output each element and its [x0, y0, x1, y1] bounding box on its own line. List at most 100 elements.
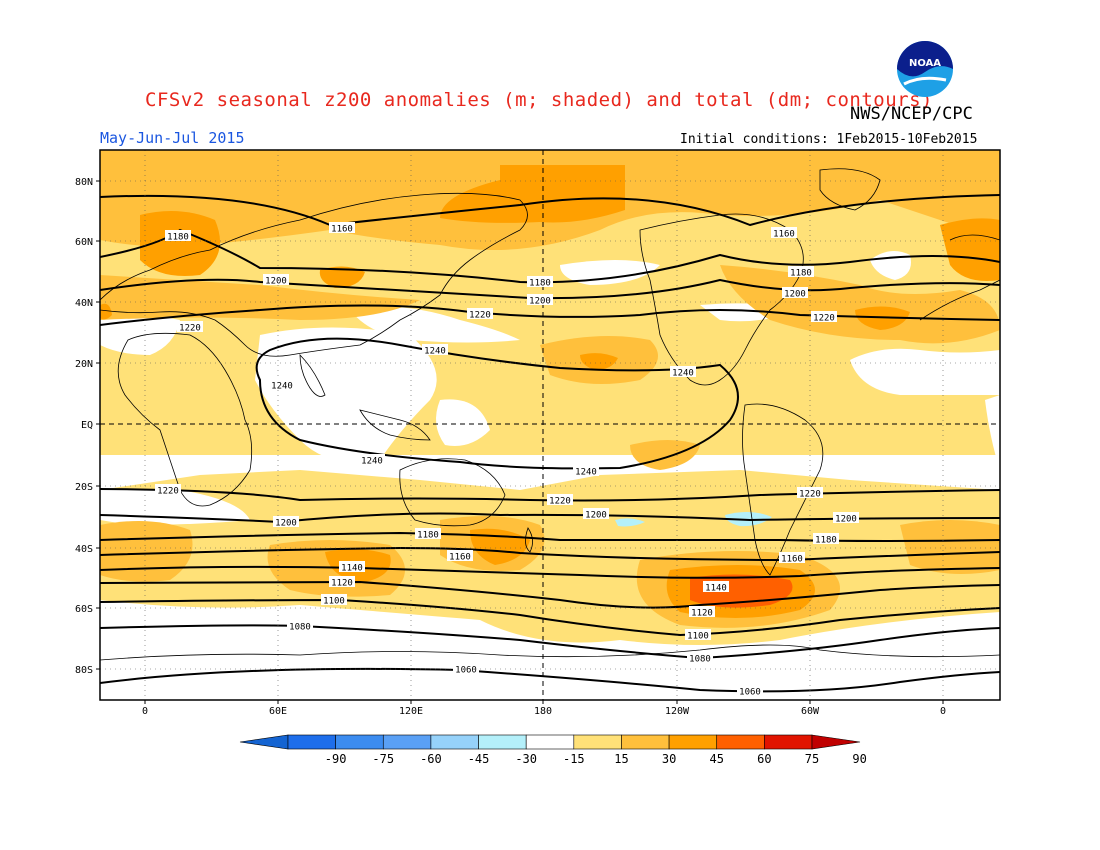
contour-label: 1200	[529, 297, 551, 307]
contour-label: 1220	[549, 497, 571, 507]
contour-label-bg	[573, 465, 599, 476]
contour-label: 1200	[265, 277, 287, 287]
contour-line	[100, 667, 1000, 693]
contour-label-bg	[685, 629, 711, 640]
contour-line	[100, 624, 1000, 660]
shade-light-orange	[720, 265, 1000, 344]
coastline-africa	[117, 332, 253, 507]
shade-light-orange	[100, 275, 420, 320]
colorbar-swatch	[478, 734, 527, 750]
contour-label-bg	[797, 487, 823, 498]
colorbar-swatch	[716, 734, 765, 750]
lat-label: 80N	[75, 177, 93, 188]
contour-label-layer: 1180 1160 1160 1180 1200 1180 1200 1200 1220 1220…	[155, 222, 859, 698]
contour-label-bg	[415, 528, 441, 539]
contour-line	[100, 546, 1000, 562]
contour-label: 1180	[815, 536, 837, 546]
colorbar: -90 -75 -60 -45 -30 -15 15 30 45 60 75 90	[239, 734, 867, 766]
contour-label: 1240	[361, 457, 383, 467]
contour-label: 1080	[689, 655, 711, 665]
coastline-india	[299, 354, 326, 397]
contour-line	[100, 531, 1000, 542]
contour-label: 1120	[691, 609, 713, 619]
contour-label: 1100	[687, 632, 709, 642]
contour-label: 1120	[331, 579, 353, 589]
shade-orange	[319, 266, 365, 288]
shade-white	[100, 315, 180, 355]
agency-label: NWS/NCEP/CPC	[850, 104, 973, 124]
shade-orange	[580, 353, 618, 370]
shade-light-orange	[900, 520, 1000, 574]
contour-label: 1220	[799, 490, 821, 500]
contour-label-bg	[833, 512, 859, 523]
colorbar-swatch	[335, 734, 384, 750]
contour-label-bg	[813, 533, 839, 544]
contour-label: 1160	[331, 225, 353, 235]
contour-line	[100, 488, 1000, 502]
colorbar-swatch	[573, 734, 622, 750]
contour-label: 1160	[449, 553, 471, 563]
lon-label: 120W	[665, 706, 690, 717]
contour-label-bg	[687, 652, 713, 663]
contour-label-bg	[788, 266, 814, 277]
contour-label: 1080	[289, 623, 311, 633]
colorbar-swatch	[764, 734, 813, 750]
contour-label: 1160	[781, 555, 803, 565]
contour-label: 1060	[739, 688, 761, 698]
contour-label-bg	[547, 494, 573, 505]
lon-label: 60W	[801, 706, 820, 717]
lat-label: 60S	[75, 604, 93, 615]
contour-label-bg	[263, 274, 289, 285]
contour-label-bg	[177, 321, 203, 332]
contour-label-bg	[670, 366, 696, 377]
lon-label: 120E	[399, 706, 423, 717]
contour-label: 1140	[341, 564, 363, 574]
contour-label: 1180	[529, 279, 551, 289]
contour-label-bg	[321, 594, 347, 605]
colorbar-swatch	[287, 734, 336, 750]
colorbar-label: -45	[468, 752, 490, 766]
contour-line	[255, 337, 739, 470]
contour-line	[100, 278, 1000, 300]
contour-label: 1180	[167, 233, 189, 243]
chart-title: CFSv2 seasonal z200 anomalies (m; shaded…	[145, 89, 933, 111]
lat-label: 80S	[75, 665, 93, 676]
coastline-indonesia	[359, 409, 431, 441]
contour-label-bg	[527, 276, 553, 287]
lat-label: 40N	[75, 298, 93, 309]
contour-line	[100, 228, 1000, 284]
colorbar-label: 15	[614, 752, 628, 766]
colorbar-swatch	[430, 734, 479, 750]
map-frame	[99, 149, 1001, 701]
anomaly-shading	[100, 150, 1000, 700]
shade-white	[560, 260, 660, 285]
contour-label-bg	[453, 663, 479, 674]
colorbar-label: -60	[420, 752, 442, 766]
contour-label-bg	[467, 308, 493, 319]
longitude-axis: 0 60E 120E 180 120W 60W 0	[142, 706, 946, 717]
shade-white	[436, 399, 490, 446]
contour-label-bg	[737, 685, 763, 696]
contour-label: 1240	[672, 369, 694, 379]
contour-label-bg	[689, 606, 715, 617]
contour-label-bg	[269, 379, 295, 390]
contour-line	[100, 512, 1000, 524]
coastline-europe-east	[919, 234, 1000, 321]
contour-label-bg	[583, 508, 609, 519]
colorbar-swatch	[668, 734, 718, 750]
colorbar-min-arrow	[239, 734, 289, 750]
lon-label: 0	[142, 706, 148, 717]
contour-label-bg	[527, 294, 553, 305]
shade-white	[350, 306, 520, 343]
contour-label-bg	[779, 552, 805, 563]
shade-light-blue	[615, 518, 645, 527]
colorbar-label: 75	[805, 752, 819, 766]
contour-line	[100, 565, 1000, 579]
shade-light-orange	[100, 521, 193, 582]
contour-label-bg	[273, 516, 299, 527]
contour-label-bg	[782, 287, 808, 298]
contour-label: 1180	[417, 531, 439, 541]
contour-label: 1240	[575, 468, 597, 478]
shade-white	[100, 455, 1000, 490]
